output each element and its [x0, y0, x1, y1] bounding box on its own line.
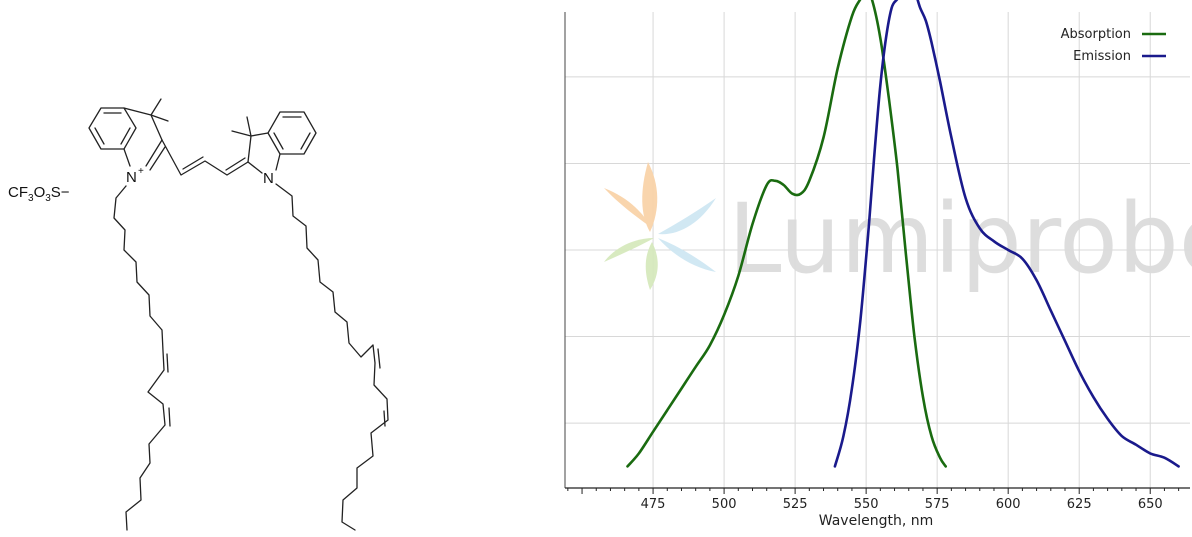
left-c-n-double	[149, 146, 166, 171]
right-ring-n-bond	[275, 153, 281, 171]
right-alkyl-chain	[275, 183, 389, 531]
methine-double-2	[225, 157, 246, 171]
x-tick-label: 525	[783, 497, 808, 512]
n-plus-label: N	[126, 169, 137, 186]
x-tick-label: 575	[925, 497, 950, 512]
left-alkyl-chain	[113, 185, 166, 531]
x-tick-label: 500	[712, 497, 737, 512]
left-chain-double-2	[168, 407, 171, 427]
right-methyl-1	[246, 116, 252, 137]
watermark-blue-petal	[658, 198, 716, 235]
left-five-ring-top	[123, 107, 163, 141]
legend: Absorption Emission	[1061, 27, 1166, 64]
right-five-ring-top	[247, 132, 269, 163]
watermark-text: Lumiprobe	[728, 183, 1192, 295]
methine-bridge	[161, 139, 249, 176]
x-tick-label: 600	[996, 497, 1021, 512]
watermark-green-petal	[604, 238, 654, 262]
right-methyl-2	[231, 130, 252, 137]
left-methyl-2	[150, 114, 169, 122]
x-axis-label: Wavelength, nm	[819, 513, 933, 529]
left-five-ring-n-bond	[123, 148, 131, 167]
counterion-label: CF3O3S−	[8, 184, 70, 204]
series-line-emission	[833, 0, 1180, 468]
legend-label-emission: Emission	[1073, 49, 1131, 64]
left-benzene-ring	[88, 107, 137, 150]
x-tick-label: 625	[1067, 497, 1092, 512]
series-line-absorption	[626, 0, 947, 468]
right-chain-double-2	[383, 410, 386, 427]
spectrum-chart: Lumiprobe 475 500 525 550 575 600 625 650 Wavel…	[564, 0, 1192, 529]
x-tick-label: 650	[1138, 497, 1163, 512]
right-chain-double-1	[377, 348, 381, 369]
chemical-structure: CF3O3S− N + N	[8, 98, 389, 531]
watermark-blue-petal-2	[658, 238, 716, 272]
watermark-orange-petal-2	[604, 188, 652, 228]
left-chain-double-1	[166, 353, 169, 373]
lumiprobe-watermark: Lumiprobe	[604, 162, 1192, 295]
watermark-green-petal-2	[645, 242, 658, 290]
n-plus-charge: +	[138, 166, 144, 177]
legend-label-absorption: Absorption	[1061, 27, 1131, 42]
right-c-n-bond	[247, 161, 263, 174]
x-tick-label: 475	[641, 497, 666, 512]
spectrum-curves	[626, 0, 1180, 468]
left-c-n-bond	[145, 139, 163, 167]
left-methyl-1	[150, 98, 162, 116]
right-benzene-ring	[267, 111, 317, 155]
x-tick-label: 550	[854, 497, 879, 512]
x-ticks: 475 500 525 550 575 600 625 650	[567, 488, 1180, 512]
n-label: N	[263, 170, 274, 187]
watermark-orange-petal	[642, 162, 658, 232]
methine-double-1	[182, 156, 204, 170]
